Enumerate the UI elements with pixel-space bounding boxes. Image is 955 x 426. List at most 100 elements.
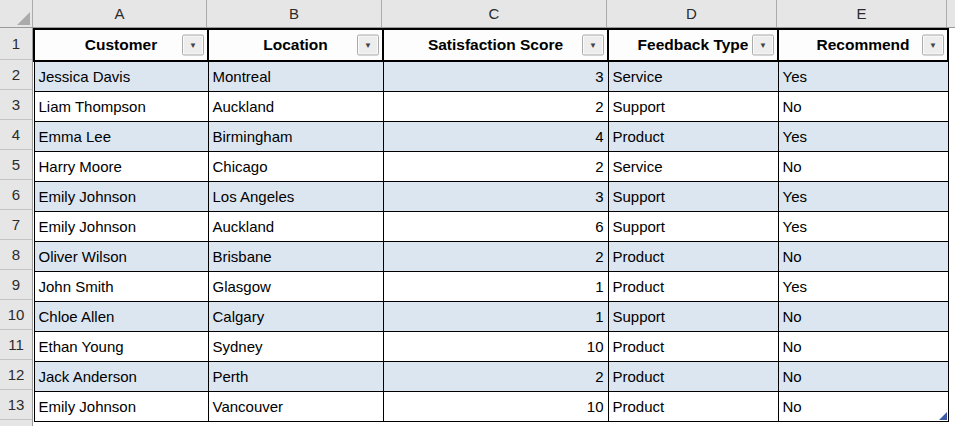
row-number-7[interactable]: 7: [0, 210, 32, 240]
cell-customer[interactable]: Jessica Davis: [34, 61, 208, 92]
cell-feedback-type[interactable]: Product: [608, 242, 778, 272]
cell-recommend[interactable]: Yes: [778, 122, 948, 152]
row-number-12[interactable]: 12: [0, 360, 32, 390]
cell-satisfaction-score[interactable]: 3: [383, 182, 608, 212]
cell-location[interactable]: Calgary: [208, 302, 383, 332]
header-label-satisfaction-score: Satisfaction Score: [428, 36, 563, 53]
row-number-1[interactable]: 1: [0, 28, 32, 60]
cell-location[interactable]: Brisbane: [208, 242, 383, 272]
select-all-button[interactable]: [0, 0, 33, 27]
cell-recommend[interactable]: Yes: [778, 272, 948, 302]
header-cell-location[interactable]: Location ▼: [208, 29, 383, 61]
cell-satisfaction-score[interactable]: 1: [383, 302, 608, 332]
header-label-feedback-type: Feedback Type: [638, 36, 749, 53]
cell-customer[interactable]: Chloe Allen: [34, 302, 208, 332]
row-number-8[interactable]: 8: [0, 240, 32, 270]
table-row: Emily Johnson Los Angeles 3 Support Yes: [34, 182, 948, 212]
filter-dropdown-button-location[interactable]: ▼: [357, 35, 379, 56]
cell-satisfaction-score[interactable]: 1: [383, 272, 608, 302]
cell-location[interactable]: Auckland: [208, 92, 383, 122]
header-cell-feedback-type[interactable]: Feedback Type ▼: [608, 29, 778, 61]
cell-recommend[interactable]: Yes: [778, 61, 948, 92]
header-cell-recommend[interactable]: Recommend ▼: [778, 29, 948, 61]
row-number-13[interactable]: 13: [0, 390, 32, 420]
cell-feedback-type[interactable]: Product: [608, 332, 778, 362]
cell-feedback-type[interactable]: Service: [608, 61, 778, 92]
row-number-10[interactable]: 10: [0, 300, 32, 330]
column-header-d[interactable]: D: [607, 0, 777, 27]
column-header-b[interactable]: B: [207, 0, 382, 27]
filter-dropdown-button-customer[interactable]: ▼: [182, 35, 204, 56]
cell-feedback-type[interactable]: Support: [608, 92, 778, 122]
table-row: Liam Thompson Auckland 2 Support No: [34, 92, 948, 122]
cell-recommend[interactable]: No: [778, 302, 948, 332]
row-number-6[interactable]: 6: [0, 180, 32, 210]
cell-customer[interactable]: Ethan Young: [34, 332, 208, 362]
cell-location[interactable]: Birmingham: [208, 122, 383, 152]
cell-recommend[interactable]: No: [778, 392, 948, 422]
cell-feedback-type[interactable]: Product: [608, 272, 778, 302]
cell-location[interactable]: Auckland: [208, 212, 383, 242]
filter-dropdown-button-feedback-type[interactable]: ▼: [752, 35, 774, 56]
cell-recommend[interactable]: No: [778, 332, 948, 362]
cell-recommend[interactable]: Yes: [778, 212, 948, 242]
row-number-5[interactable]: 5: [0, 150, 32, 180]
cell-satisfaction-score[interactable]: 2: [383, 362, 608, 392]
cell-location[interactable]: Perth: [208, 362, 383, 392]
row-number-4[interactable]: 4: [0, 120, 32, 150]
filter-dropdown-icon: ▼: [189, 41, 197, 49]
cell-satisfaction-score[interactable]: 10: [383, 392, 608, 422]
cell-customer[interactable]: Liam Thompson: [34, 92, 208, 122]
cell-recommend[interactable]: No: [778, 152, 948, 182]
cell-customer[interactable]: Emma Lee: [34, 122, 208, 152]
cell-recommend[interactable]: No: [778, 242, 948, 272]
cell-customer[interactable]: Emily Johnson: [34, 392, 208, 422]
cell-location[interactable]: Vancouver: [208, 392, 383, 422]
cell-feedback-type[interactable]: Service: [608, 152, 778, 182]
column-header-c[interactable]: C: [382, 0, 607, 27]
filter-dropdown-button-recommend[interactable]: ▼: [922, 35, 944, 56]
header-cell-satisfaction-score[interactable]: Satisfaction Score ▼: [383, 29, 608, 61]
cell-customer[interactable]: Jack Anderson: [34, 362, 208, 392]
cell-location[interactable]: Glasgow: [208, 272, 383, 302]
row-number-partial: [0, 420, 32, 425]
cell-recommend[interactable]: No: [778, 92, 948, 122]
cell-satisfaction-score[interactable]: 2: [383, 92, 608, 122]
cell-location[interactable]: Chicago: [208, 152, 383, 182]
table-row: Jack Anderson Perth 2 Product No: [34, 362, 948, 392]
cell-feedback-type[interactable]: Product: [608, 392, 778, 422]
cell-satisfaction-score[interactable]: 10: [383, 332, 608, 362]
cell-feedback-type[interactable]: Support: [608, 182, 778, 212]
filter-dropdown-button-satisfaction-score[interactable]: ▼: [582, 35, 604, 56]
cell-satisfaction-score[interactable]: 2: [383, 152, 608, 182]
cell-location[interactable]: Los Angeles: [208, 182, 383, 212]
cell-recommend[interactable]: No: [778, 362, 948, 392]
cell-customer[interactable]: Emily Johnson: [34, 212, 208, 242]
cell-feedback-type[interactable]: Support: [608, 212, 778, 242]
filter-dropdown-icon: ▼: [589, 41, 597, 49]
cell-customer[interactable]: Harry Moore: [34, 152, 208, 182]
cell-customer[interactable]: Oliver Wilson: [34, 242, 208, 272]
header-label-customer: Customer: [85, 36, 157, 53]
cell-satisfaction-score[interactable]: 6: [383, 212, 608, 242]
cell-feedback-type[interactable]: Product: [608, 122, 778, 152]
cell-satisfaction-score[interactable]: 3: [383, 61, 608, 92]
cell-satisfaction-score[interactable]: 4: [383, 122, 608, 152]
table-row: Jessica Davis Montreal 3 Service Yes: [34, 61, 948, 92]
cell-satisfaction-score[interactable]: 2: [383, 242, 608, 272]
column-header-a[interactable]: A: [33, 0, 207, 27]
cell-feedback-type[interactable]: Product: [608, 362, 778, 392]
column-header-e[interactable]: E: [777, 0, 947, 27]
cell-feedback-type[interactable]: Support: [608, 302, 778, 332]
cell-customer[interactable]: Emily Johnson: [34, 182, 208, 212]
row-number-11[interactable]: 11: [0, 330, 32, 360]
filter-dropdown-icon: ▼: [364, 41, 372, 49]
row-number-3[interactable]: 3: [0, 90, 32, 120]
header-cell-customer[interactable]: Customer ▼: [34, 29, 208, 61]
row-number-9[interactable]: 9: [0, 270, 32, 300]
cell-location[interactable]: Sydney: [208, 332, 383, 362]
row-number-2[interactable]: 2: [0, 60, 32, 90]
cell-location[interactable]: Montreal: [208, 61, 383, 92]
cell-customer[interactable]: John Smith: [34, 272, 208, 302]
cell-recommend[interactable]: Yes: [778, 182, 948, 212]
